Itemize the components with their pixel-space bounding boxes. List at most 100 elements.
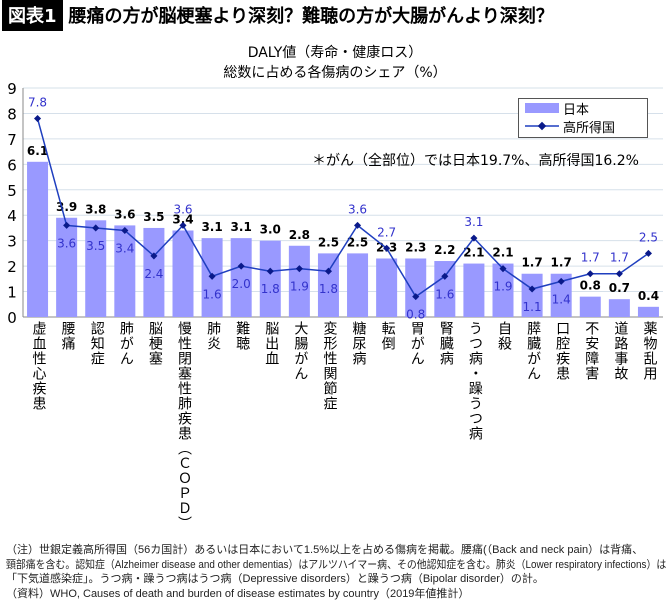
data-label-high-income: 3.6 bbox=[57, 236, 76, 250]
data-label-high-income: 2.0 bbox=[232, 277, 251, 291]
data-label-high-income: 2.4 bbox=[144, 267, 163, 281]
data-label-japan: 3.1 bbox=[231, 220, 252, 234]
y-tick-label: 3 bbox=[7, 233, 17, 251]
bar-japan bbox=[608, 299, 630, 317]
marker-high-income bbox=[644, 249, 652, 257]
figure-title: 腰痛の方が脳梗塞より深刻？難聴の方が大腸がんより深刻？ bbox=[68, 6, 554, 27]
figure-badge: 図表1 bbox=[2, 0, 63, 31]
x-category-label: 変形性関節症 bbox=[321, 321, 338, 411]
x-category-label: 脳出血 bbox=[263, 321, 280, 366]
data-label-japan: 0.4 bbox=[638, 289, 659, 303]
x-category-label: 腰痛 bbox=[59, 321, 76, 351]
marker-high-income bbox=[92, 224, 100, 232]
x-category-label: 道路事故 bbox=[612, 321, 629, 381]
x-category-label: 糖尿病 bbox=[350, 321, 367, 366]
marker-high-income bbox=[499, 265, 507, 273]
chart-svg: 0 1 2 3 4 5 6 7 8 9 6.1 3.9 3.8 3.6 3.5 3.4 3.1 3.1 3.0 2.8… bbox=[7, 80, 663, 327]
data-label-high-income: 1.9 bbox=[493, 280, 512, 294]
data-label-japan: 3.0 bbox=[260, 223, 281, 237]
data-label-high-income: 1.4 bbox=[552, 292, 571, 306]
data-label-japan: 0.7 bbox=[609, 281, 630, 295]
data-label-high-income: 1.6 bbox=[435, 287, 454, 301]
data-label-japan: 1.7 bbox=[521, 256, 542, 270]
bar-japan bbox=[405, 258, 427, 317]
x-category-label: 肺炎 bbox=[205, 321, 222, 351]
data-label-japan: 2.3 bbox=[405, 240, 426, 254]
marker-high-income bbox=[150, 252, 158, 260]
legend-label: 高所得国 bbox=[563, 120, 616, 136]
source-line: （資料）WHO, Causes of death and burden of d… bbox=[6, 587, 470, 600]
data-label-japan: 3.1 bbox=[201, 220, 222, 234]
data-label-japan: 3.4 bbox=[172, 212, 193, 226]
data-label-japan: 1.7 bbox=[551, 256, 572, 270]
marker-high-income bbox=[354, 221, 362, 229]
note-line: 「下気道感染症」。うつ病・躁うつ病はうつ病（Depressive disorde… bbox=[6, 573, 544, 585]
marker-high-income bbox=[412, 293, 420, 301]
marker-high-income bbox=[470, 234, 478, 242]
marker-high-income bbox=[557, 277, 565, 285]
x-category-label: 薬物乱用 bbox=[641, 321, 658, 381]
data-label-high-income: 3.6 bbox=[348, 202, 367, 216]
marker-high-income bbox=[266, 267, 274, 275]
bar-japan bbox=[579, 296, 601, 317]
marker-high-income bbox=[383, 244, 391, 252]
x-category-label: 膵臓がん bbox=[525, 321, 542, 381]
bar-japan bbox=[259, 240, 281, 317]
legend-item-high-income: 高所得国 bbox=[519, 117, 647, 136]
marker-high-income bbox=[586, 270, 594, 278]
data-label-japan: 2.5 bbox=[347, 235, 368, 249]
y-tick-label: 5 bbox=[7, 182, 17, 200]
bar-japan bbox=[317, 253, 339, 317]
bar-japan bbox=[492, 263, 514, 317]
marker-high-income bbox=[121, 226, 129, 235]
data-label-high-income: 1.8 bbox=[319, 282, 338, 296]
header: 図表1 腰痛の方が脳梗塞より深刻？難聴の方が大腸がんより深刻？ bbox=[0, 0, 554, 31]
legend: 日本 高所得国 bbox=[518, 98, 648, 138]
marker-high-income bbox=[528, 285, 536, 293]
line-high-income bbox=[36, 118, 649, 298]
data-label-japan: 2.8 bbox=[289, 228, 310, 242]
data-label-japan: 3.5 bbox=[143, 210, 164, 224]
bar-japan bbox=[85, 220, 107, 317]
data-label-high-income: 0.8 bbox=[406, 308, 425, 322]
x-category-label: 脳梗塞 bbox=[146, 321, 163, 366]
data-label-high-income: 3.6 bbox=[173, 202, 192, 216]
footnotes: （注）世銀定義高所得国（56カ国計）あるいは日本において1.5%以上を占める傷病… bbox=[6, 543, 666, 601]
legend-swatch-bar bbox=[525, 103, 559, 113]
bar-japan bbox=[288, 245, 310, 317]
data-label-japan: 3.8 bbox=[85, 202, 106, 216]
bar-japan bbox=[637, 306, 659, 317]
y-tick-label: 4 bbox=[7, 207, 17, 225]
marker-high-income bbox=[615, 270, 623, 278]
bar-japan bbox=[172, 230, 194, 317]
chart-title: DALY値（寿命・健康ロス） bbox=[247, 45, 423, 61]
chart-subtitle: 総数に占める各傷病のシェア（%） bbox=[223, 65, 447, 81]
marker-high-income bbox=[34, 114, 42, 123]
x-category-label: 肺がん bbox=[117, 321, 134, 366]
note-line: （注）世銀定義高所得国（56カ国計）あるいは日本において1.5%以上を占める傷病… bbox=[6, 544, 644, 556]
x-category-label: うつ病・躁うつ病 bbox=[466, 321, 483, 441]
data-label-high-income: 1.7 bbox=[581, 251, 600, 265]
marker-high-income bbox=[63, 221, 71, 229]
marker-high-income bbox=[179, 221, 187, 229]
note-line: 頸部痛を含む。認知症（Alzheimer disease and other d… bbox=[6, 558, 667, 571]
y-tick-label: 7 bbox=[7, 131, 17, 149]
chart-annotation: ＊がん（全部位）では日本19.7%、高所得国16.2% bbox=[312, 153, 639, 169]
legend-swatch-line bbox=[525, 121, 559, 131]
data-label-high-income: 1.7 bbox=[610, 251, 629, 265]
x-category-label: 不安障害 bbox=[583, 321, 600, 381]
bar-japan bbox=[434, 261, 456, 317]
legend-label: 日本 bbox=[563, 102, 590, 118]
data-label-japan: 3.6 bbox=[114, 207, 135, 221]
bar-japan bbox=[27, 161, 49, 317]
y-tick-label: 8 bbox=[7, 105, 17, 123]
bar-japan bbox=[114, 225, 136, 317]
marker-high-income bbox=[295, 265, 303, 273]
data-label-japan: 3.9 bbox=[56, 200, 77, 214]
y-tick-label: 6 bbox=[7, 156, 17, 174]
bar-japan bbox=[463, 263, 485, 317]
bar-japan bbox=[376, 258, 398, 317]
y-tick-label: 2 bbox=[7, 258, 17, 276]
marker-high-income bbox=[208, 272, 216, 280]
